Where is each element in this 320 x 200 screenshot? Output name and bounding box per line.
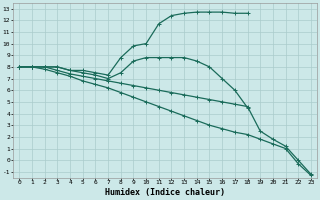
X-axis label: Humidex (Indice chaleur): Humidex (Indice chaleur) bbox=[105, 188, 225, 197]
